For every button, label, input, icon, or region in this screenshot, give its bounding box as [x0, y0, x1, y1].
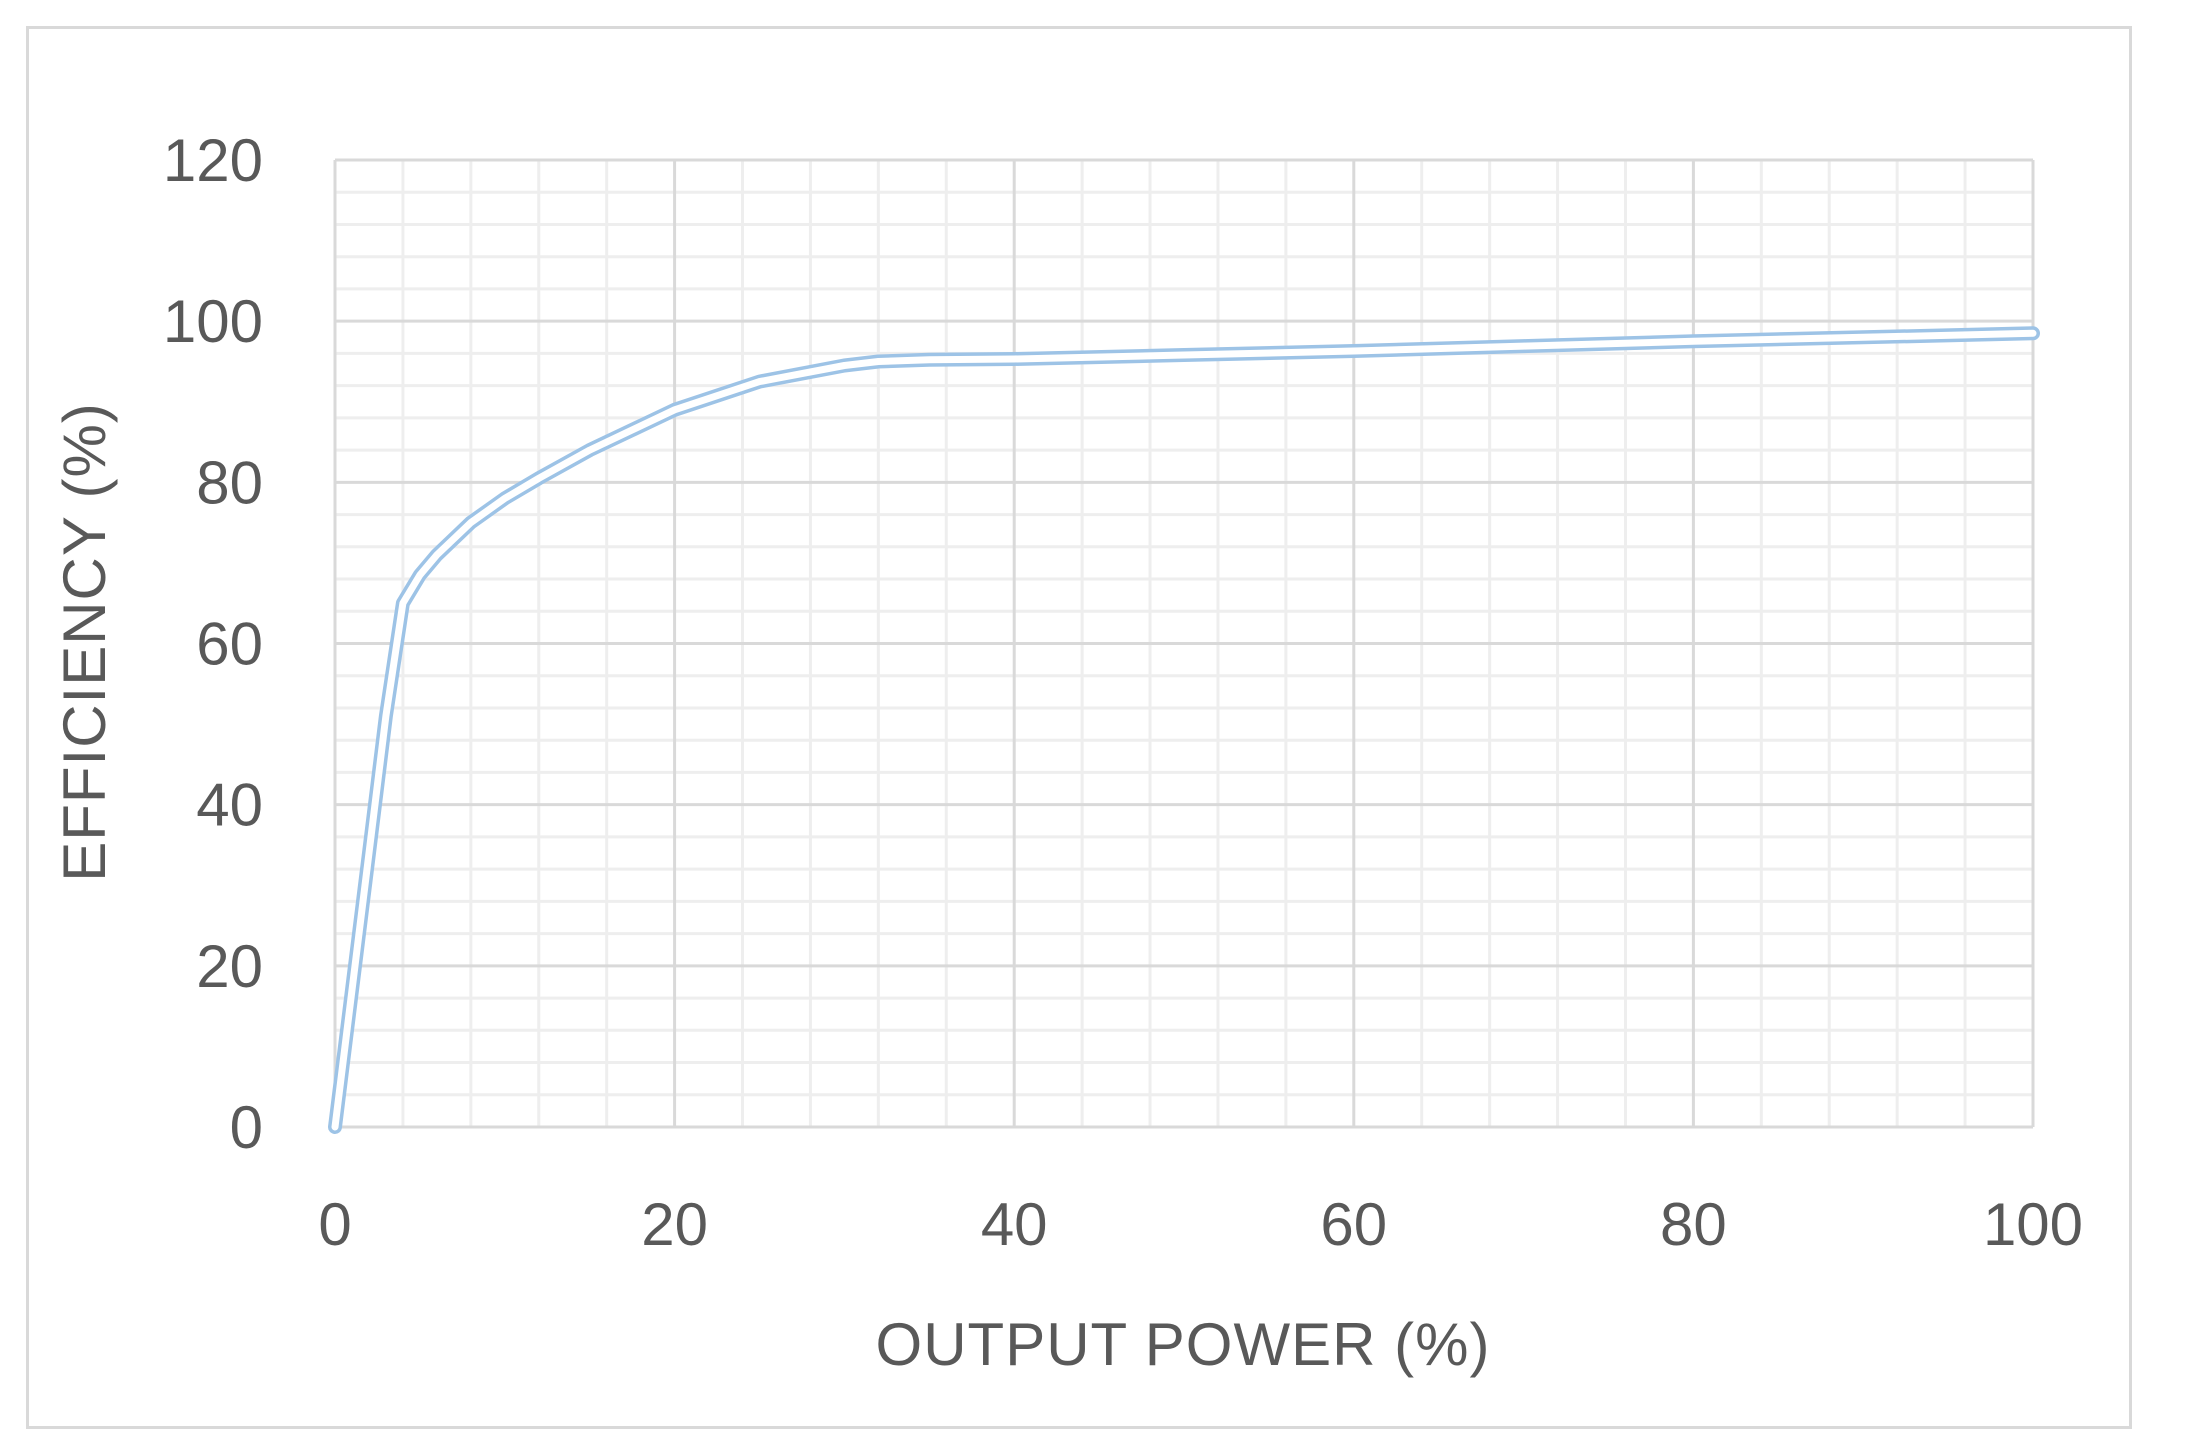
- chart-frame: [26, 26, 2132, 1429]
- y-tick-label: 0: [230, 1094, 263, 1161]
- x-tick-label: 40: [981, 1191, 1048, 1258]
- x-tick-labels: 0 20 40 60 80 100: [318, 1191, 2083, 1258]
- series-layer: [328, 326, 2040, 1134]
- y-tick-label: 100: [163, 288, 263, 355]
- x-tick-label: 0: [318, 1191, 351, 1258]
- y-tick-labels: 0 20 40 60 80 100 120: [163, 127, 263, 1161]
- y-tick-label: 20: [196, 933, 263, 1000]
- major-gridlines: [333, 158, 2035, 1129]
- efficiency-line-inner: [331, 329, 2037, 1131]
- y-tick-label: 80: [196, 449, 263, 516]
- x-tick-label: 80: [1660, 1191, 1727, 1258]
- y-axis-title: EFFICIENCY (%): [51, 402, 118, 882]
- x-tick-label: 20: [641, 1191, 708, 1258]
- x-axis-title: OUTPUT POWER (%): [876, 1311, 1491, 1378]
- y-tick-label: 40: [196, 772, 263, 839]
- y-tick-label: 60: [196, 611, 263, 678]
- x-tick-label: 100: [1983, 1191, 2083, 1258]
- y-tick-label: 120: [163, 127, 263, 194]
- x-tick-label: 60: [1320, 1191, 1387, 1258]
